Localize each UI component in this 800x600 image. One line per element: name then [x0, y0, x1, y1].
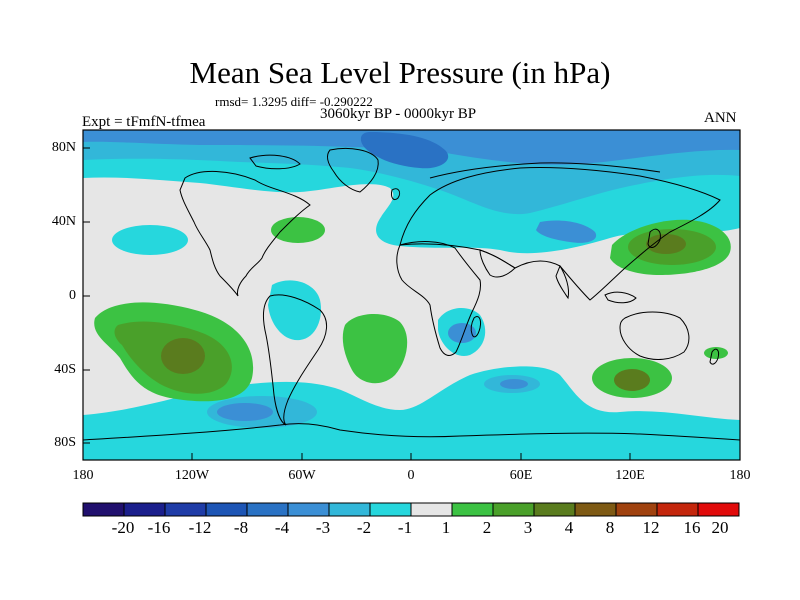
- africa-coast: [396, 241, 481, 356]
- colorbar-label: -8: [233, 518, 249, 537]
- madagascar-coast: [470, 315, 481, 338]
- y-tick-label: 0: [69, 288, 76, 303]
- colorbar-box: [164, 502, 207, 517]
- colorbar-box: [123, 502, 166, 517]
- y-tick-label: 40N: [51, 214, 76, 229]
- southern-indian-positive-level2: [614, 369, 650, 391]
- colorbar-box: [615, 502, 658, 517]
- x-tick-label: 120W: [174, 468, 210, 483]
- western-atlantic-positive: [271, 217, 325, 243]
- colorbar: [82, 502, 740, 517]
- experiment-label: Expt = tFmfN-tfmea: [82, 114, 206, 130]
- colorbar-box: [82, 502, 125, 517]
- south-indian-level3: [500, 379, 528, 389]
- colorbar-label: -12: [188, 518, 212, 537]
- x-tick-label: 60W: [288, 468, 316, 483]
- pressure-anomaly-field: [83, 130, 740, 460]
- southern-africa-negative-core: [448, 323, 476, 343]
- time-period-label: 3060kyr BP - 0000kyr BP: [320, 106, 477, 122]
- season-label: ANN: [704, 110, 737, 126]
- south-america-coast: [262, 294, 327, 426]
- southern-ocean-negative: [83, 366, 740, 460]
- x-tick-label: 180: [72, 468, 94, 483]
- arabia-coast: [479, 249, 516, 278]
- colorbar-box: [287, 502, 330, 517]
- colorbar-label: 2: [482, 518, 492, 537]
- south-atlantic-positive: [342, 314, 408, 384]
- canadian-archipelago-coast: [249, 154, 301, 170]
- new-zealand-coast: [709, 348, 719, 365]
- colorbar-box: [246, 502, 289, 517]
- australia-coast: [619, 311, 690, 360]
- colorbar-label: -4: [274, 518, 290, 537]
- x-tick-label: 0: [407, 468, 415, 483]
- colorbar-box: [410, 502, 453, 517]
- coastlines: [83, 147, 740, 441]
- southeast-asia-islands-coast: [604, 291, 637, 304]
- x-tick-label: 60E: [509, 468, 533, 483]
- colorbar-label: 16: [683, 518, 701, 537]
- colorbar-label: 3: [523, 518, 533, 537]
- tibet-negative-region: [536, 220, 597, 243]
- tasman-positive: [704, 347, 728, 359]
- colorbar-label: 4: [564, 518, 574, 537]
- uk-coast: [391, 188, 401, 201]
- x-tick-label: 120E: [615, 468, 645, 483]
- colorbar-box: [369, 502, 412, 517]
- colorbar-label: -1: [397, 518, 413, 537]
- siberia-arctic-coast: [429, 162, 661, 179]
- colorbar-box: [574, 502, 617, 517]
- x-tick-label: 180: [729, 468, 751, 483]
- axis-ticks: [82, 147, 741, 460]
- colorbar-box: [492, 502, 535, 517]
- colorbar-box: [697, 502, 740, 517]
- south-pacific-positive-level3: [161, 338, 205, 374]
- antarctica-coast: [83, 423, 740, 441]
- north-america-coast: [179, 170, 311, 297]
- india-coast: [555, 264, 569, 300]
- rmsd-diff-stats: rmsd= 1.3295 diff= -0.290222: [215, 94, 373, 109]
- colorbar-label: 8: [605, 518, 615, 537]
- y-tick-label: 80S: [54, 435, 76, 450]
- chart-title: Mean Sea Level Pressure (in hPa): [189, 55, 611, 90]
- y-tick-label: 40S: [54, 362, 76, 377]
- colorbar-box: [533, 502, 576, 517]
- colorbar-box: [451, 502, 494, 517]
- colorbar-label: 1: [441, 518, 451, 537]
- south-pacific-level3: [217, 403, 273, 421]
- colorbar-label: -20: [111, 518, 135, 537]
- japan-coast: [647, 228, 661, 248]
- arctic-level4-region: [360, 132, 449, 169]
- colorbar-label: -16: [147, 518, 171, 537]
- northwest-pacific-positive-level3: [646, 234, 686, 254]
- colorbar-label: -2: [356, 518, 372, 537]
- colorbar-box: [205, 502, 248, 517]
- greenland-coast: [326, 147, 379, 193]
- colorbar-label: 20: [711, 518, 729, 537]
- colorbar-label: 12: [642, 518, 660, 537]
- colorbar-box: [656, 502, 699, 517]
- colorbar-box: [328, 502, 371, 517]
- y-tick-label: 80N: [51, 140, 76, 155]
- colorbar-label: -3: [315, 518, 331, 537]
- north-pacific-negative: [112, 225, 188, 255]
